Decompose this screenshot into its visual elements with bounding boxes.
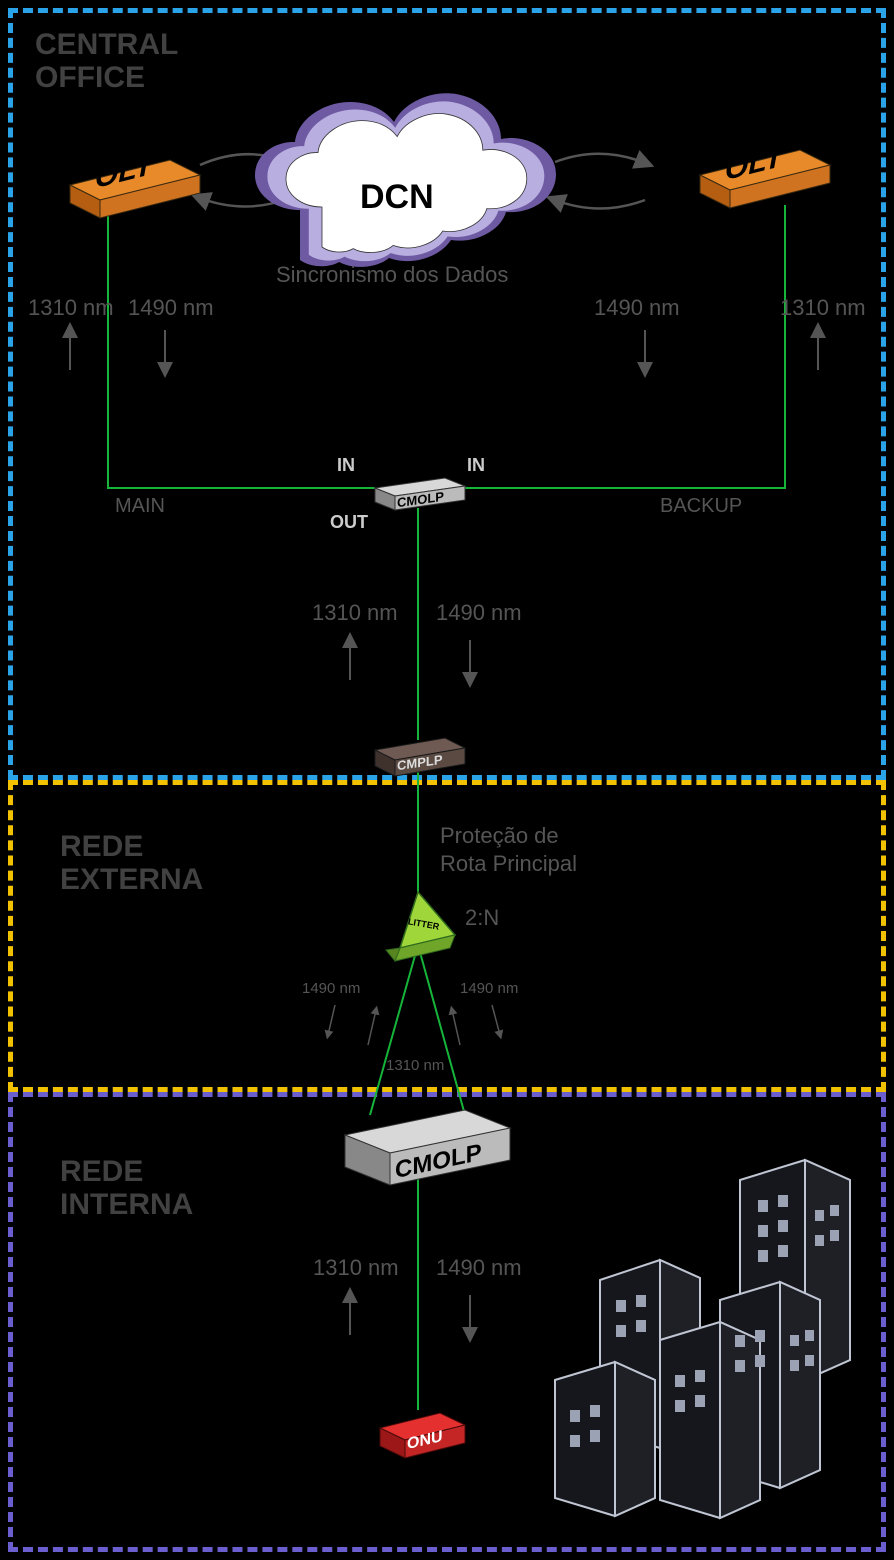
cmolp1-in-left: IN	[337, 455, 355, 476]
wl-tr-dn: 1490 nm	[594, 295, 680, 321]
wl-tl-dn: 1490 nm	[128, 295, 214, 321]
wl-btm-dn: 1490 nm	[436, 1255, 522, 1281]
splitter-ratio: 2:N	[465, 905, 499, 931]
splitter-arrows	[328, 1005, 500, 1045]
wl-tr-up: 1310 nm	[780, 295, 866, 321]
wl-mid-up: 1310 nm	[312, 600, 398, 626]
wl-sp-dn-l: 1490 nm	[302, 980, 360, 997]
dcn-sublabel: Sincronismo dos Dados	[276, 262, 508, 288]
wl-sp-up: 1310 nm	[386, 1057, 444, 1074]
cmolp1-backup: BACKUP	[660, 495, 742, 518]
diagram-svg	[0, 0, 894, 1560]
wl-btm-up: 1310 nm	[313, 1255, 399, 1281]
protecao-label: Proteção de Rota Principal	[440, 822, 577, 877]
cmolp1-main: MAIN	[115, 495, 165, 518]
wl-sp-dn-r: 1490 nm	[460, 980, 518, 997]
wl-tl-up: 1310 nm	[28, 295, 114, 321]
cmolp1-in-right: IN	[467, 455, 485, 476]
cmolp1-out: OUT	[330, 512, 368, 533]
buildings-icon	[555, 1160, 850, 1518]
wl-mid-dn: 1490 nm	[436, 600, 522, 626]
fiber-lines	[108, 205, 785, 1410]
dcn-label: DCN	[360, 178, 434, 217]
